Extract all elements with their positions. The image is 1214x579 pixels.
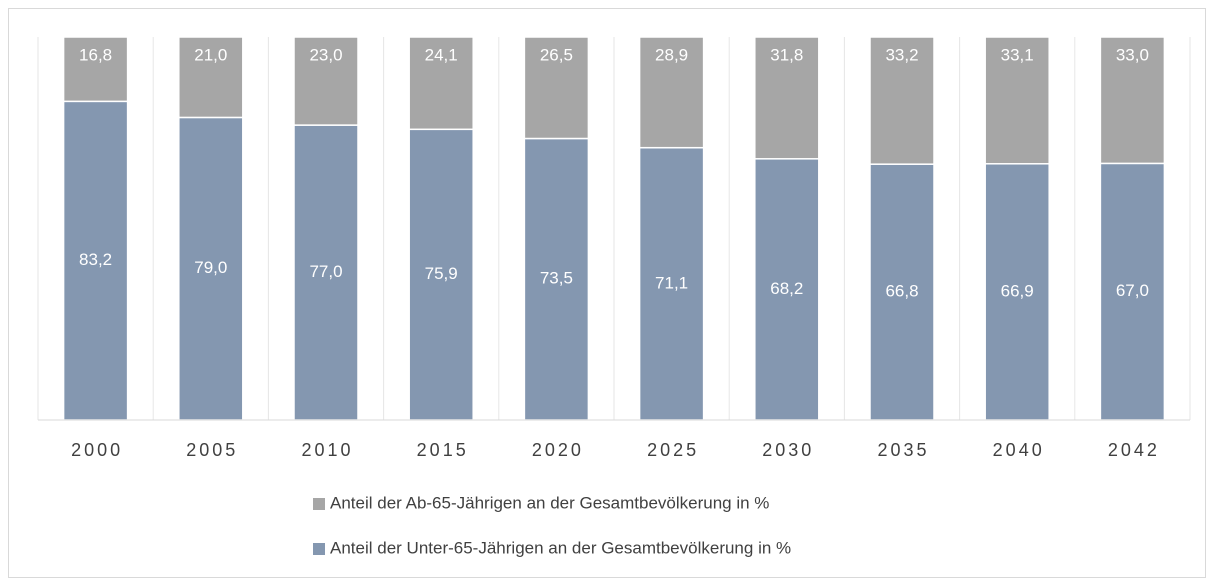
bar-segment <box>638 36 705 149</box>
x-tick-label: 2015 <box>417 440 469 460</box>
data-label: 28,9 <box>655 45 688 64</box>
x-tick-label: 2020 <box>532 440 584 460</box>
x-tick-label: 2035 <box>877 440 929 460</box>
data-label: 33,1 <box>1001 45 1034 64</box>
data-label: 71,1 <box>655 273 688 292</box>
data-label: 16,8 <box>79 45 112 64</box>
x-tick-label: 2042 <box>1108 440 1160 460</box>
data-label: 33,0 <box>1116 45 1149 64</box>
bar-segment <box>523 137 590 421</box>
legend-label: Anteil der Ab-65-Jährigen an der Gesamtb… <box>330 493 769 512</box>
x-tick-label: 2000 <box>71 440 123 460</box>
bar-segment <box>408 128 474 421</box>
x-tick-label: 2040 <box>993 440 1045 460</box>
chart-border <box>8 8 1206 578</box>
legend-label: Anteil der Unter-65-Jährigen an der Gesa… <box>330 538 791 557</box>
bar-segment <box>62 36 129 103</box>
bar-segment <box>984 163 1050 421</box>
bar-segment <box>984 36 1050 165</box>
bar-segment <box>62 100 129 421</box>
bar-segment <box>178 36 244 119</box>
legend-swatch <box>313 543 325 555</box>
bar-segment <box>638 146 705 421</box>
data-label: 67,0 <box>1116 281 1149 300</box>
data-label: 75,9 <box>425 264 458 283</box>
bar-segment <box>293 36 359 126</box>
bar-segment <box>408 36 474 131</box>
bar-segment <box>754 36 820 160</box>
x-tick-label: 2030 <box>762 440 814 460</box>
data-label: 23,0 <box>309 45 342 64</box>
bar-segment <box>523 36 590 140</box>
data-label: 21,0 <box>194 45 227 64</box>
data-label: 79,0 <box>194 258 227 277</box>
data-label: 68,2 <box>770 279 803 298</box>
bar-segment <box>178 116 244 421</box>
data-label: 83,2 <box>79 250 112 269</box>
x-tick-label: 2010 <box>301 440 353 460</box>
data-label: 66,8 <box>885 282 918 301</box>
data-label: 73,5 <box>540 269 573 288</box>
data-label: 26,5 <box>540 45 573 64</box>
legend-swatch <box>313 498 325 510</box>
data-label: 77,0 <box>309 262 342 281</box>
data-label: 24,1 <box>425 45 458 64</box>
bar-segment <box>1099 36 1166 165</box>
data-label: 31,8 <box>770 45 803 64</box>
bar-segment <box>1099 162 1166 421</box>
x-tick-label: 2025 <box>647 440 699 460</box>
data-label: 33,2 <box>885 45 918 64</box>
x-tick-label: 2005 <box>186 440 238 460</box>
data-label: 66,9 <box>1001 281 1034 300</box>
bar-segment <box>869 36 935 165</box>
